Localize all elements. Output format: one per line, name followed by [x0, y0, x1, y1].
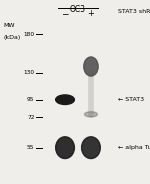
Ellipse shape	[84, 57, 98, 76]
Text: STAT3 shRNA: STAT3 shRNA	[118, 9, 150, 14]
Text: 180: 180	[23, 32, 34, 37]
Text: MW: MW	[3, 23, 15, 28]
Text: 72: 72	[27, 115, 34, 120]
Text: (kDa): (kDa)	[3, 35, 20, 40]
Text: 55: 55	[27, 145, 34, 150]
Text: +: +	[87, 9, 94, 18]
Text: 95: 95	[27, 97, 34, 102]
Ellipse shape	[82, 137, 100, 159]
Ellipse shape	[84, 112, 98, 117]
Text: −: −	[61, 9, 69, 18]
Text: OC3: OC3	[70, 5, 86, 14]
Ellipse shape	[56, 95, 74, 105]
Text: 130: 130	[23, 70, 34, 75]
Ellipse shape	[56, 137, 74, 159]
Text: ← STAT3: ← STAT3	[118, 97, 145, 102]
Text: ← alpha Tubulin: ← alpha Tubulin	[118, 145, 150, 150]
